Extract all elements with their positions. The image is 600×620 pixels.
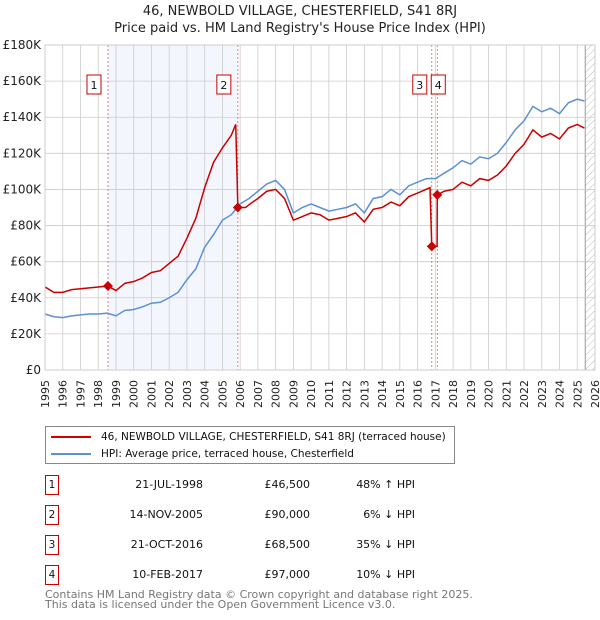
sale-hpi-diff: 10% ↓ HPI: [356, 568, 415, 581]
sale-date: 21-OCT-2016: [130, 538, 203, 551]
footer: Contains HM Land Registry data © Crown c…: [45, 588, 473, 611]
x-tick-label: 1995: [39, 380, 52, 408]
sale-price: £90,000: [264, 508, 311, 521]
sale-label-box: [412, 74, 428, 95]
y-tick-label: £140K: [3, 110, 43, 124]
x-tick-label: 2009: [287, 380, 300, 408]
y-tick-label: £0: [26, 363, 41, 377]
x-tick-label: 1996: [57, 380, 70, 408]
y-tick-label: £100K: [3, 182, 43, 196]
chart-title: 46, NEWBOLD VILLAGE, CHESTERFIELD, S41 8…: [142, 4, 458, 19]
x-tick-label: 2022: [518, 380, 531, 408]
table-row: 4 10-FEB-2017 £97,000 10% ↓ HPI: [45, 565, 465, 585]
sale-label-text: 4: [435, 79, 442, 92]
x-tick-label: 2008: [270, 380, 283, 408]
x-tick-label: 2004: [199, 380, 212, 408]
price-paid-line: [44, 123, 585, 294]
legend-label-hpi: HPI: Average price, terraced house, Ches…: [101, 448, 354, 460]
sale-hpi-diff: 6% ↓ HPI: [363, 508, 415, 521]
forecast-hatch: [585, 45, 595, 370]
x-tick-label: 2020: [483, 380, 496, 408]
y-tick-label: £160K: [3, 74, 43, 88]
sale-price: £68,500: [264, 538, 311, 551]
x-tick-label: 2012: [341, 380, 354, 408]
shaded-ownership-period: [107, 45, 238, 370]
sale-price: £46,500: [264, 478, 311, 491]
sale-number-badge: 1: [45, 475, 59, 495]
x-tick-label: 2000: [128, 380, 141, 408]
sale-point: [102, 281, 113, 292]
y-tick-label: £180K: [3, 38, 43, 52]
x-tick-label: 2024: [554, 380, 567, 408]
x-tick-label: 2005: [216, 380, 229, 408]
legend-label-price: 46, NEWBOLD VILLAGE, CHESTERFIELD, S41 8…: [101, 431, 446, 443]
sale-number-badge: 2: [45, 505, 59, 525]
sale-label-box: [430, 74, 446, 95]
x-tick-label: 1999: [110, 380, 123, 408]
y-tick-label: £20K: [10, 327, 42, 341]
y-tick-label: £120K: [3, 146, 43, 160]
table-row: 2 14-NOV-2005 £90,000 6% ↓ HPI: [45, 505, 465, 525]
x-tick-label: 1998: [92, 380, 105, 408]
x-tick-label: 2016: [412, 380, 425, 408]
table-row: 3 21-OCT-2016 £68,500 35% ↓ HPI: [45, 535, 465, 555]
sale-point: [232, 202, 243, 213]
hpi-line: [44, 98, 585, 319]
sale-label-box: [86, 74, 102, 95]
legend-swatch-price: [51, 436, 91, 438]
footer-line-1: Contains HM Land Registry data © Crown c…: [45, 588, 473, 601]
plot-border: [44, 44, 596, 371]
y-tick-label: £80K: [10, 219, 42, 233]
x-tick-label: 2018: [447, 380, 460, 408]
sale-hpi-diff: 35% ↓ HPI: [356, 538, 415, 551]
sale-label-text: 3: [416, 79, 423, 92]
x-tick-label: 2017: [429, 380, 442, 408]
x-tick-label: 2026: [589, 380, 600, 408]
chart-subtitle: Price paid vs. HM Land Registry's House …: [114, 21, 486, 36]
x-tick-label: 2013: [358, 380, 371, 408]
x-tick-label: 2001: [145, 380, 158, 408]
x-tick-label: 2010: [305, 380, 318, 408]
legend: 46, NEWBOLD VILLAGE, CHESTERFIELD, S41 8…: [45, 426, 455, 464]
x-tick-label: 2011: [323, 380, 336, 408]
footer-line-2: This data is licensed under the Open Gov…: [45, 598, 396, 611]
sale-label-text: 1: [90, 79, 97, 92]
x-tick-label: 2023: [536, 380, 549, 408]
x-tick-label: 2015: [394, 380, 407, 408]
x-tick-label: 2019: [465, 380, 478, 408]
legend-swatch-hpi: [51, 453, 91, 455]
sale-price: £97,000: [264, 568, 311, 581]
sale-number-badge: 3: [45, 535, 59, 555]
x-tick-label: 2014: [376, 380, 389, 408]
sale-label-box: [216, 74, 232, 95]
x-tick-label: 2021: [500, 380, 513, 408]
x-tick-label: 2007: [252, 380, 265, 408]
sale-date: 10-FEB-2017: [132, 568, 203, 581]
x-tick-label: 2006: [234, 380, 247, 408]
sale-point: [432, 189, 443, 200]
table-row: 1 21-JUL-1998 £46,500 48% ↑ HPI: [45, 475, 465, 495]
sale-date: 14-NOV-2005: [129, 508, 203, 521]
sale-hpi-diff: 48% ↑ HPI: [356, 478, 415, 491]
x-tick-label: 2002: [163, 380, 176, 408]
y-tick-label: £60K: [10, 255, 42, 269]
sale-date: 21-JUL-1998: [135, 478, 203, 491]
sale-point: [426, 241, 437, 252]
x-tick-label: 2025: [571, 380, 584, 408]
x-tick-label: 1997: [74, 380, 87, 408]
y-tick-label: £40K: [10, 291, 42, 305]
x-tick-label: 2003: [181, 380, 194, 408]
plot-area: 1995 1996 1997 1998 1999 2000 2001 2002 2003 2004…: [3, 38, 600, 408]
sale-number-badge: 4: [45, 565, 59, 585]
sale-label-text: 2: [220, 79, 227, 92]
